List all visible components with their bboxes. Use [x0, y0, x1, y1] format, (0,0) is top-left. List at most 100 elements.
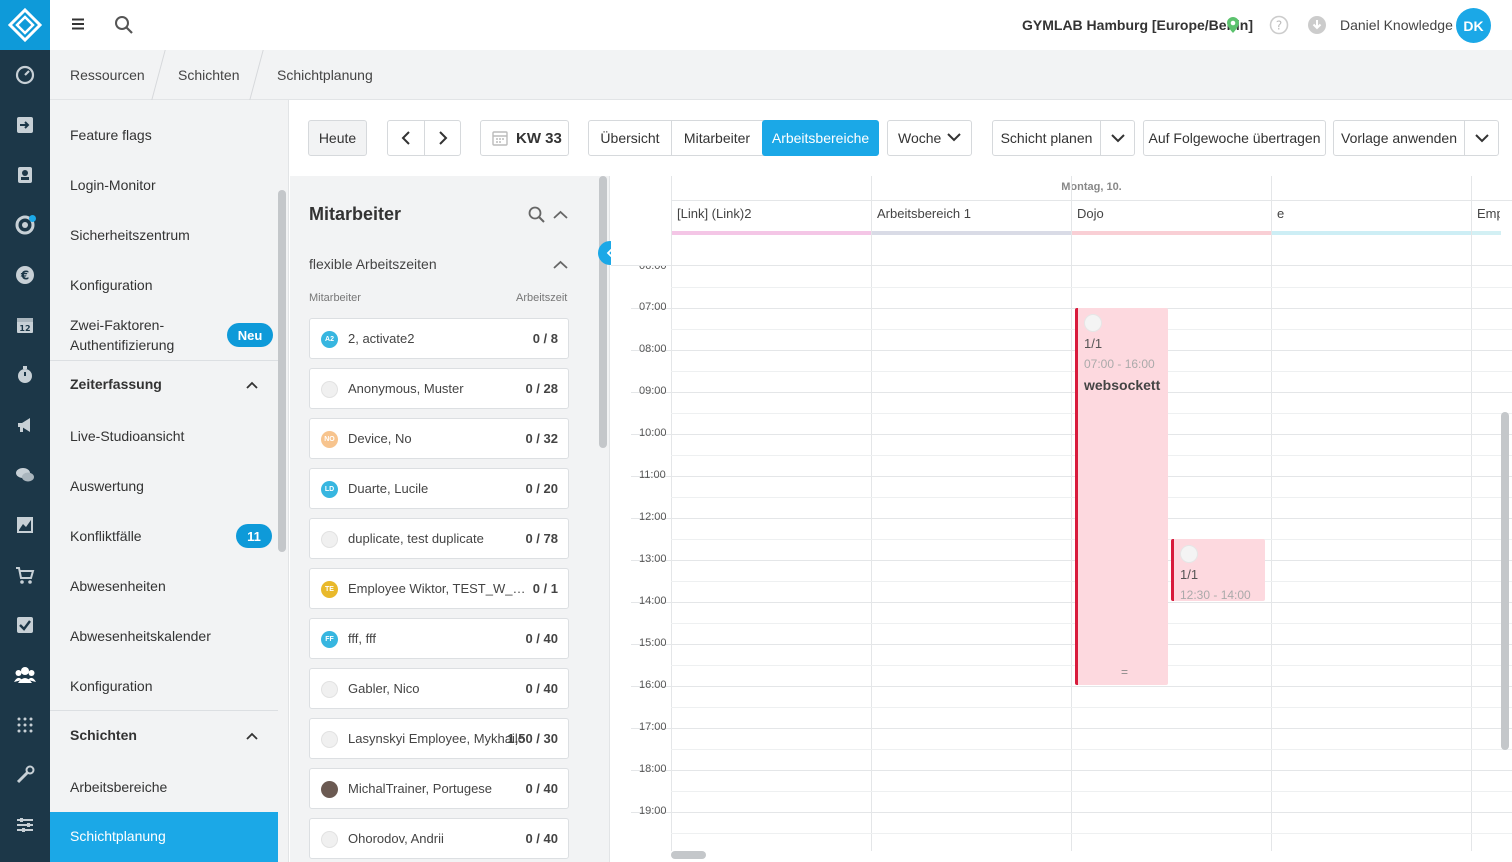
chevron-up-icon[interactable]: [246, 381, 258, 389]
section-zeiterfassung[interactable]: Zeiterfassung: [70, 376, 162, 392]
help-icon[interactable]: ?: [1269, 15, 1289, 35]
grid-dots-icon[interactable]: [14, 714, 36, 736]
employee-row[interactable]: FF fff, fff 0 / 40: [309, 618, 569, 659]
search-icon[interactable]: [528, 206, 546, 224]
nav-zwei-faktoren[interactable]: Zwei-Faktoren-Authentifizierung: [70, 317, 175, 353]
employee-hours: 0 / 40: [525, 631, 558, 646]
plan-shift-button[interactable]: Schicht planen: [1000, 130, 1093, 146]
employee-row[interactable]: Gabler, Nico 0 / 40: [309, 668, 569, 709]
employee-name: Anonymous, Muster: [348, 381, 464, 396]
prev-week-button[interactable]: [388, 121, 424, 155]
chevron-up-icon[interactable]: [553, 210, 568, 219]
avatar-placeholder-icon: [1180, 545, 1198, 563]
download-icon[interactable]: [1307, 15, 1327, 35]
checkbox-icon[interactable]: [14, 614, 36, 636]
employee-hours: 0 / 32: [525, 431, 558, 446]
employee-hours: 0 / 20: [525, 481, 558, 496]
nav-konfiguration[interactable]: Konfiguration: [70, 277, 153, 293]
nav-feature-flags[interactable]: Feature flags: [70, 127, 152, 143]
euro-icon[interactable]: €: [14, 264, 36, 286]
today-button[interactable]: Heute: [308, 120, 367, 156]
hour-line: [631, 770, 1512, 771]
column-header[interactable]: Arbeitsbereich 1: [877, 206, 971, 221]
plan-shift-dropdown[interactable]: [1101, 121, 1135, 155]
allday-divider: [611, 265, 1512, 266]
view-uebersicht[interactable]: Übersicht: [600, 130, 660, 146]
button-divider: [671, 121, 672, 155]
tools-icon[interactable]: [14, 764, 36, 786]
nav-live-studioansicht[interactable]: Live-Studioansicht: [70, 428, 185, 444]
megaphone-icon[interactable]: [14, 414, 36, 436]
login-icon[interactable]: [14, 114, 36, 136]
employee-hours: 0 / 28: [525, 381, 558, 396]
column-header[interactable]: Emp: [1477, 206, 1500, 221]
cart-icon[interactable]: [14, 564, 36, 586]
calendar-vertical-scrollbar[interactable]: [1501, 412, 1509, 750]
employee-row[interactable]: Ohorodov, Andrii 0 / 40: [309, 818, 569, 859]
nav-arbeitsbereiche[interactable]: Arbeitsbereiche: [70, 779, 168, 795]
search-icon[interactable]: [114, 15, 134, 35]
half-hour-line: [671, 707, 1512, 708]
next-week-button[interactable]: [425, 121, 461, 155]
apply-template-button[interactable]: Vorlage anwenden: [1341, 130, 1457, 146]
range-select[interactable]: Woche: [887, 120, 972, 156]
shift-block[interactable]: 1/1 12:30 - 14:00: [1171, 539, 1265, 602]
view-mitarbeiter[interactable]: Mitarbeiter: [683, 130, 751, 146]
nav-sicherheitszentrum[interactable]: Sicherheitszentrum: [70, 227, 190, 243]
sliders-icon[interactable]: [14, 814, 36, 836]
dashboard-icon[interactable]: [14, 64, 36, 86]
shift-time: 07:00 - 16:00: [1084, 357, 1155, 371]
resize-handle[interactable]: =: [1121, 665, 1129, 679]
nav-login-monitor[interactable]: Login-Monitor: [70, 177, 156, 193]
nav-auswertung[interactable]: Auswertung: [70, 478, 144, 494]
column-header[interactable]: [Link] (Link)2: [677, 206, 752, 221]
template-dropdown[interactable]: [1465, 121, 1499, 155]
half-hour-line: [671, 749, 1512, 750]
nav-abwesenheiten[interactable]: Abwesenheiten: [70, 578, 166, 594]
staff-panel-scrollbar[interactable]: [599, 176, 607, 448]
employee-row[interactable]: Lasynskyi Employee, Mykhailo 1,50 / 30: [309, 718, 569, 759]
section-schichten[interactable]: Schichten: [70, 727, 137, 743]
support-icon[interactable]: [14, 214, 36, 236]
side-navigation: Feature flags Login-Monitor Sicherheitsz…: [50, 100, 289, 862]
chart-icon[interactable]: [14, 514, 36, 536]
employee-hours: 0 / 40: [525, 831, 558, 846]
column-header[interactable]: Dojo: [1077, 206, 1104, 221]
hamburger-menu-icon[interactable]: [70, 16, 86, 32]
employee-row[interactable]: A2 2, activate2 0 / 8: [309, 318, 569, 359]
calendar-icon[interactable]: 12: [14, 314, 36, 336]
employee-row[interactable]: NO Device, No 0 / 32: [309, 418, 569, 459]
breadcrumb-ressourcen[interactable]: Ressourcen: [70, 67, 145, 83]
column-header[interactable]: e: [1277, 206, 1285, 221]
chevron-up-icon[interactable]: [246, 732, 258, 740]
nav-abwesenheitskalender[interactable]: Abwesenheitskalender: [70, 628, 211, 644]
nav-schichtplanung[interactable]: Schichtplanung: [50, 812, 278, 862]
group-title: flexible Arbeitszeiten: [309, 256, 437, 272]
nav-zeit-konfiguration[interactable]: Konfiguration: [70, 678, 153, 694]
sidenav-scrollbar[interactable]: [278, 190, 286, 552]
employee-row[interactable]: MichalTrainer, Portugese 0 / 40: [309, 768, 569, 809]
week-picker[interactable]: KW 33: [480, 120, 569, 156]
team-icon[interactable]: [14, 664, 36, 686]
nav-konfliktfaelle[interactable]: Konfliktfälle: [70, 528, 142, 544]
employee-row[interactable]: LD Duarte, Lucile 0 / 20: [309, 468, 569, 509]
employee-row[interactable]: Anonymous, Muster 0 / 28: [309, 368, 569, 409]
svg-text:€: €: [20, 269, 29, 283]
button-divider: [1464, 121, 1465, 155]
chevron-up-icon[interactable]: [553, 260, 568, 269]
view-arbeitsbereiche[interactable]: Arbeitsbereiche: [762, 120, 879, 156]
contacts-icon[interactable]: [14, 164, 36, 186]
employee-row[interactable]: duplicate, test duplicate 0 / 78: [309, 518, 569, 559]
studio-selector[interactable]: GYMLAB Hamburg [Europe/Berlin]: [1022, 17, 1254, 33]
transfer-week-button[interactable]: Auf Folgewoche übertragen: [1143, 120, 1326, 156]
calendar-horizontal-scrollbar[interactable]: [671, 851, 706, 859]
chat-icon[interactable]: [14, 464, 36, 486]
shift-block[interactable]: 1/1 07:00 - 16:00 websockett =: [1075, 308, 1168, 685]
user-avatar[interactable]: DK: [1456, 8, 1491, 43]
app-logo-icon[interactable]: [0, 0, 50, 50]
stopwatch-icon[interactable]: [14, 364, 36, 386]
employee-row[interactable]: TE Employee Wiktor, TEST_W_TEST 0 / 1: [309, 568, 569, 609]
time-label: 14:00: [639, 595, 667, 607]
user-name[interactable]: Daniel Knowledge: [1340, 17, 1453, 33]
breadcrumb-schichten[interactable]: Schichten: [178, 67, 240, 83]
